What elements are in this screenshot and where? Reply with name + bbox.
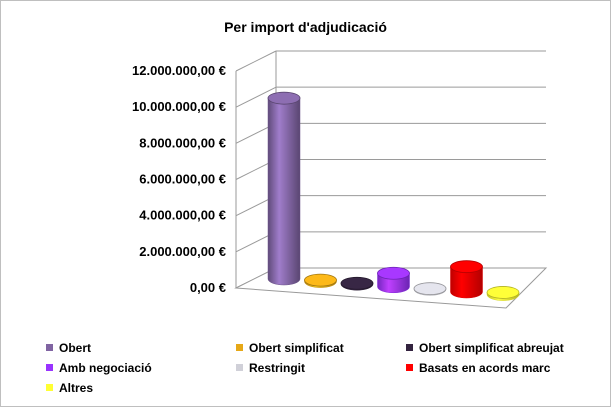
legend-label: Obert simplificat xyxy=(249,341,344,355)
legend-item: Restringit xyxy=(236,361,305,375)
y-tick-label: 2.000.000,00 € xyxy=(139,244,226,259)
bar-top-1 xyxy=(304,273,337,287)
gridline-depth xyxy=(235,86,277,108)
legend-label: Obert simplificat abreujat xyxy=(419,341,564,355)
legend-label: Amb negociació xyxy=(59,361,152,375)
y-tick-label: 8.000.000,00 € xyxy=(139,135,226,150)
legend-label: Basats en acords marc xyxy=(419,361,551,375)
bar-0 xyxy=(267,97,301,286)
bar-top-2 xyxy=(340,276,374,290)
legend-item: Altres xyxy=(46,381,93,395)
legend-swatch xyxy=(236,344,243,352)
bar-top-3 xyxy=(377,266,410,280)
y-tick-label: 10.000.000,00 € xyxy=(132,99,226,114)
y-tick-label: 0,00 € xyxy=(190,280,226,295)
legend-item: Amb negociació xyxy=(46,361,152,375)
y-tick-label: 12.000.000,00 € xyxy=(132,63,226,78)
legend-item: Obert simplificat abreujat xyxy=(406,341,564,355)
bar-top-6 xyxy=(486,286,520,299)
y-tick-label: 6.000.000,00 € xyxy=(139,172,226,187)
gridline-depth xyxy=(235,50,277,72)
legend-swatch xyxy=(46,364,53,372)
bar-top-0 xyxy=(267,91,301,105)
legend-label: Restringit xyxy=(249,361,306,375)
legend-swatch xyxy=(406,344,413,352)
bar-top-4 xyxy=(413,282,447,296)
legend-item: Basats en acords marc xyxy=(406,361,550,375)
bar-top-5 xyxy=(450,260,483,274)
legend-item: Obert simplificat xyxy=(236,341,344,355)
legend-item: Obert xyxy=(46,341,91,355)
y-tick-label: 4.000.000,00 € xyxy=(139,208,226,223)
legend-label: Obert xyxy=(59,341,92,355)
legend-swatch xyxy=(46,384,53,392)
legend-swatch xyxy=(406,364,413,372)
legend-swatch xyxy=(46,344,53,352)
legend-swatch xyxy=(236,364,243,372)
chart-title: Per import d'adjudicació xyxy=(224,19,387,35)
bar-5 xyxy=(450,266,483,299)
legend-label: Altres xyxy=(59,381,94,395)
